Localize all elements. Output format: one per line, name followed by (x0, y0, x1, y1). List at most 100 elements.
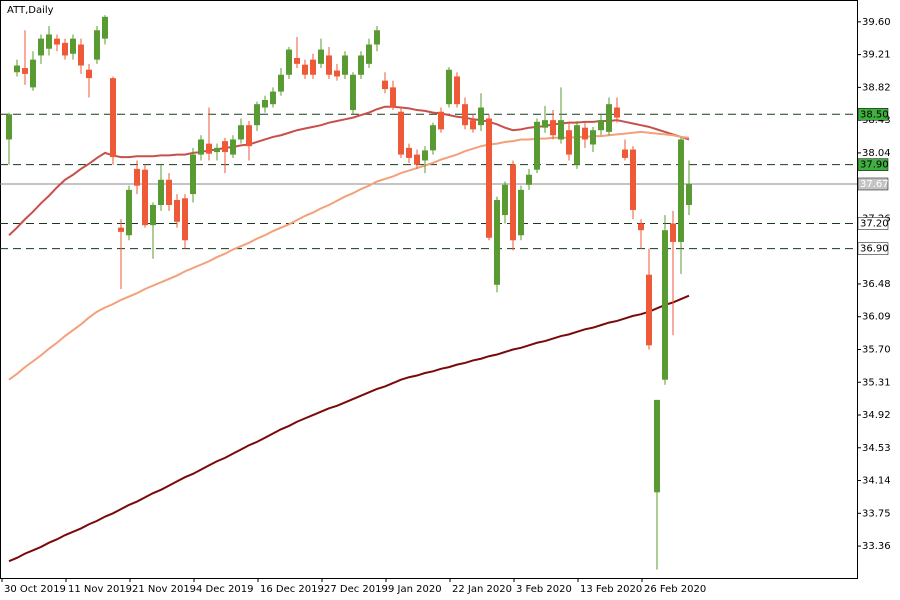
x-tick-label: 13 Feb 2020 (580, 584, 642, 595)
candle-body (86, 69, 92, 79)
candle-body (686, 183, 692, 205)
candle-body (310, 59, 316, 75)
candle-body (574, 125, 580, 165)
candle-body (326, 55, 332, 75)
candle-body (222, 141, 228, 153)
candle-body (342, 55, 348, 75)
candle-body (134, 168, 140, 186)
candle-body (430, 125, 436, 151)
x-tick-label: 11 Nov 2019 (68, 584, 132, 595)
candle-body (494, 199, 500, 285)
candle-body (102, 16, 108, 39)
candle-body (582, 127, 588, 140)
candle-body (198, 139, 204, 155)
x-tick-label: 9 Jan 2020 (388, 584, 442, 595)
candle-body (278, 74, 284, 92)
candle-body (62, 42, 68, 56)
candle-body (70, 38, 76, 54)
candle-body (550, 120, 556, 136)
candle-body (590, 130, 596, 145)
candle-body (366, 44, 372, 64)
y-tick-label: 34.14 (862, 476, 891, 487)
candle-body (78, 44, 84, 66)
x-tick-label: 3 Feb 2020 (516, 584, 572, 595)
candle-body (270, 91, 276, 105)
candle-body (110, 78, 116, 158)
price-label: 37.67 (860, 179, 889, 190)
candle-body (22, 68, 28, 74)
candle-body (462, 104, 468, 126)
candle-body (622, 149, 628, 158)
candle-body (414, 154, 420, 165)
candle-body (638, 223, 644, 231)
candle-body (94, 30, 100, 60)
x-tick-label: 26 Feb 2020 (644, 584, 706, 595)
moving-average-line (8, 105, 690, 236)
candle-body (542, 120, 548, 128)
y-tick-label: 36.48 (862, 279, 891, 290)
candle-body (46, 34, 52, 49)
price-label-box (857, 217, 889, 230)
candle-body (654, 399, 660, 493)
candle-body (118, 227, 124, 232)
x-tick-label: 16 Dec 2019 (260, 584, 324, 595)
candle-body (6, 114, 12, 140)
candle-body (526, 174, 532, 185)
candle-body (406, 147, 412, 158)
y-tick-label: 39.21 (862, 50, 891, 61)
y-tick-label: 34.53 (862, 443, 891, 454)
candle-body (630, 149, 636, 211)
price-label: 36.90 (860, 244, 889, 255)
candle-body (486, 118, 492, 238)
candle-body (246, 125, 252, 147)
y-tick-label: 38.04 (862, 148, 891, 159)
candle-body (294, 57, 300, 64)
candle-body (390, 87, 396, 108)
candle-body (558, 120, 564, 140)
candle-body (166, 179, 172, 205)
candle-body (142, 169, 148, 226)
candle-body (30, 59, 36, 88)
candle-body (382, 80, 388, 90)
candle-body (470, 120, 476, 130)
y-tick-label: 35.70 (862, 344, 891, 355)
y-tick-label: 38.43 (862, 115, 891, 126)
price-label-box (857, 108, 889, 121)
candle-body (190, 154, 196, 195)
y-tick-label: 33.75 (862, 508, 891, 519)
candle-body (238, 125, 244, 140)
candle-body (614, 107, 620, 118)
chart-title: ATT,Daily (7, 5, 54, 16)
candle-body (518, 189, 524, 236)
y-tick-label: 35.31 (862, 377, 891, 388)
candle-body (510, 164, 516, 241)
candle-body (646, 274, 652, 346)
candle-body (502, 184, 508, 216)
x-tick-label: 27 Dec 2019 (324, 584, 388, 595)
price-label-box (857, 177, 889, 191)
y-tick-label: 33.36 (862, 541, 891, 552)
y-tick-label: 36.09 (862, 312, 891, 323)
candle-body (438, 111, 444, 130)
y-tick-label: 39.60 (862, 17, 891, 28)
candle-body (38, 38, 44, 56)
candle-body (262, 99, 268, 108)
candle-body (454, 76, 460, 105)
candle-body (662, 230, 668, 380)
price-label: 37.20 (860, 218, 889, 229)
candle-body (302, 64, 308, 75)
candle-body (254, 104, 260, 126)
price-label: 38.50 (860, 109, 889, 120)
moving-average-line (8, 130, 690, 381)
candle-body (446, 69, 452, 105)
candle-body (534, 121, 540, 170)
candle-body (358, 55, 364, 75)
candle-body (206, 143, 212, 154)
candle-body (54, 38, 60, 45)
candle-body (318, 49, 324, 64)
candle-body (374, 30, 380, 45)
candle-body (150, 204, 156, 226)
candle-body (398, 111, 404, 155)
candle-body (598, 120, 604, 131)
